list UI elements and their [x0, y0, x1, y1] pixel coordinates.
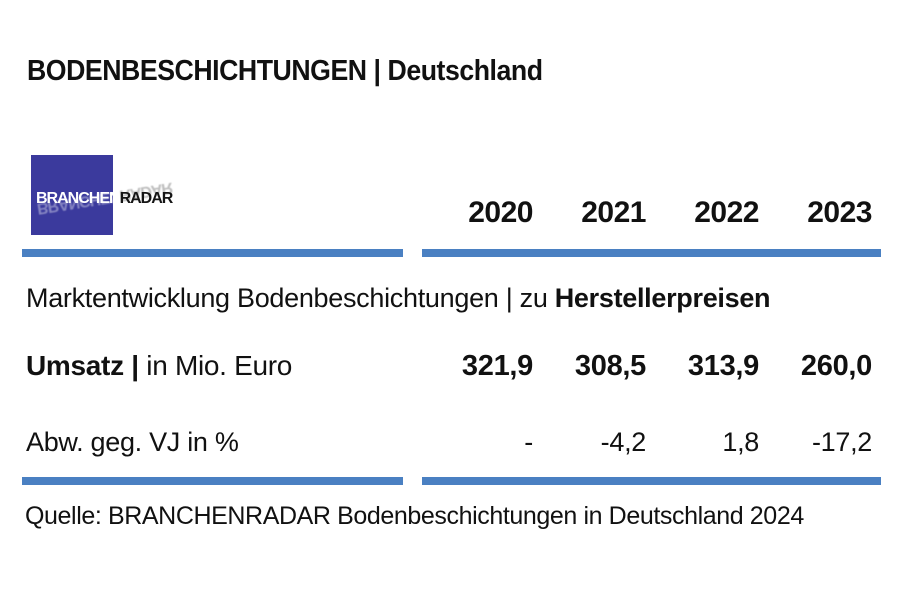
section-title: Marktentwicklung Bodenbeschichtungen | z… — [26, 281, 872, 315]
value-abweichung-2022: 1,8 — [722, 427, 759, 457]
divider-bottom-right-segment — [422, 477, 881, 485]
logo-square — [31, 155, 113, 235]
value-umsatz-2023: 260,0 — [800, 350, 872, 382]
section-title-regular: Marktentwicklung Bodenbeschichtungen | z… — [26, 283, 555, 313]
section-title-bold: Herstellerpreisen — [554, 283, 771, 313]
source-note: Quelle: BRANCHENRADAR Bodenbeschichtunge… — [25, 502, 804, 530]
year-header-2023: 2023 — [807, 196, 872, 229]
logo-text-branchen: BRANCHEN — [36, 190, 121, 207]
row-label-umsatz-regular: in Mio. Euro — [146, 350, 293, 381]
divider-top — [0, 249, 900, 257]
divider-top-right-segment — [422, 249, 881, 257]
row-label-abweichung: Abw. geg. VJ in % — [26, 426, 420, 458]
logo-wordmark: BRANCHENRADAR — [36, 190, 174, 208]
year-header-2020: 2020 — [468, 196, 533, 229]
value-umsatz-2020: 321,9 — [461, 350, 533, 382]
value-abweichung-2021: -4,2 — [600, 427, 647, 457]
row-label-abweichung-text: Abw. geg. VJ in % — [26, 427, 239, 457]
year-header-2022: 2022 — [694, 196, 759, 229]
section-title-row: Marktentwicklung Bodenbeschichtungen | z… — [26, 281, 872, 315]
value-abweichung-2020: - — [524, 427, 533, 457]
year-header-2021: 2021 — [581, 196, 646, 229]
divider-bottom-left-segment — [22, 477, 403, 485]
divider-bottom — [0, 477, 900, 485]
table-row-umsatz: Umsatz | in Mio. Euro 321,9 308,5 313,9 … — [26, 350, 872, 382]
value-abweichung-2023: -17,2 — [811, 427, 872, 457]
divider-top-left-segment — [22, 249, 403, 257]
row-label-umsatz-bold: Umsatz | — [26, 350, 147, 381]
page-title: BODENBESCHICHTUNGEN | Deutschland — [27, 55, 543, 87]
year-header-row: 2020 2021 2022 2023 — [26, 198, 872, 228]
table-row-abweichung: Abw. geg. VJ in % - -4,2 1,8 -17,2 — [26, 426, 872, 458]
logo-text-radar: RADAR — [119, 190, 174, 207]
value-umsatz-2021: 308,5 — [574, 350, 646, 382]
row-label-umsatz: Umsatz | in Mio. Euro — [26, 350, 420, 382]
value-umsatz-2022: 313,9 — [687, 350, 759, 382]
